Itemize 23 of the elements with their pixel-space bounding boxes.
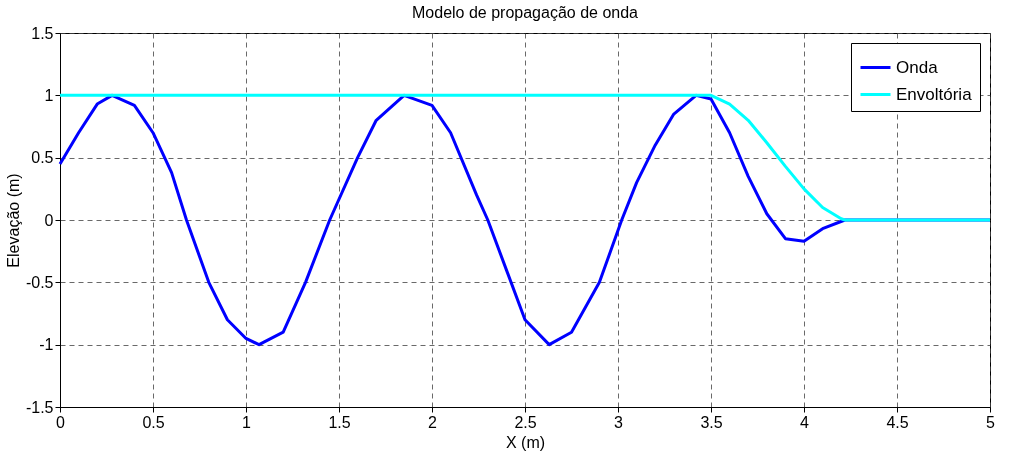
x-tick-label: 4 [800,413,810,431]
y-tick-label: 1.5 [31,24,54,42]
x-tick-label: 3.5 [700,413,723,431]
x-tick-label: 1.5 [328,413,351,431]
x-tick-label: 5 [986,413,996,431]
x-tick-label: 3 [614,413,624,431]
x-tick-label: 0 [56,413,66,431]
legend-label: Envoltória [896,84,973,104]
y-axis-title: Elevação (m) [4,173,22,268]
x-axis-title: X (m) [505,433,546,451]
x-tick-label: 0.5 [142,413,165,431]
y-tick-label: 0.5 [31,149,54,167]
x-tick-label: 4.5 [886,413,909,431]
x-tick-label: 2 [428,413,438,431]
x-tick-label: 2.5 [514,413,537,431]
y-tick-label: -1 [39,336,54,354]
y-tick-label: 0 [44,211,54,229]
x-tick-label: 1 [242,413,252,431]
y-tick-label: 1 [44,86,54,104]
y-tick-label: -1.5 [25,398,54,416]
legend-label: Onda [896,57,939,77]
y-tick-label: -0.5 [25,273,54,291]
chart-title: Modelo de propagação de onda [412,4,639,21]
